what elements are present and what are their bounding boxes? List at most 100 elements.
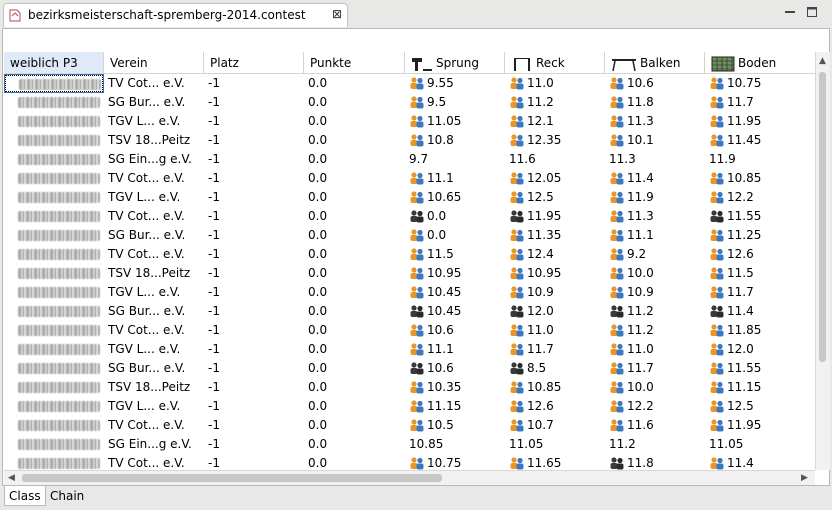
table-row[interactable]: TGV L... e.V. -1 0.0 10.65 12.5 11.9 12.2 (4, 188, 816, 207)
punkte-cell[interactable]: 0.0 (304, 302, 405, 321)
athlete-name-cell[interactable] (4, 397, 104, 416)
balken-cell[interactable]: 10.9 (605, 283, 705, 302)
reck-cell[interactable]: 10.85 (505, 378, 605, 397)
table-row[interactable]: SG Ein...g e.V. -1 0.0 10.85 11.05 11.2 11.05 (4, 435, 816, 454)
punkte-cell[interactable]: 0.0 (304, 74, 405, 93)
boden-cell[interactable]: 11.4 (705, 302, 816, 321)
table-row[interactable]: TGV L... e.V. -1 0.0 10.45 10.9 10.9 11.7 (4, 283, 816, 302)
punkte-cell[interactable]: 0.0 (304, 283, 405, 302)
table-row[interactable]: TV Cot... e.V. -1 0.0 11.5 12.4 9.2 12.6 (4, 245, 816, 264)
athlete-name-cell[interactable] (4, 74, 104, 93)
table-row[interactable]: TGV L... e.V. -1 0.0 11.15 12.6 12.2 12.5 (4, 397, 816, 416)
reck-cell[interactable]: 11.2 (505, 93, 605, 112)
table-row[interactable]: TV Cot... e.V. -1 0.0 0.0 11.95 11.3 11.55 (4, 207, 816, 226)
column-header-reck[interactable]: Reck (505, 52, 605, 74)
reck-cell[interactable]: 8.5 (505, 359, 605, 378)
boden-cell[interactable]: 11.7 (705, 93, 816, 112)
reck-cell[interactable]: 11.0 (505, 321, 605, 340)
punkte-cell[interactable]: 0.0 (304, 131, 405, 150)
athlete-name-cell[interactable] (4, 321, 104, 340)
verein-cell[interactable]: TV Cot... e.V. (104, 245, 204, 264)
verein-cell[interactable]: TGV L... e.V. (104, 188, 204, 207)
sprung-cell[interactable]: 0.0 (405, 226, 505, 245)
scroll-up-icon[interactable]: ▲ (819, 56, 826, 66)
reck-cell[interactable]: 11.6 (505, 150, 605, 169)
table-row[interactable]: SG Bur... e.V. -1 0.0 10.45 12.0 11.2 11.4 (4, 302, 816, 321)
balken-cell[interactable]: 10.0 (605, 264, 705, 283)
sprung-cell[interactable]: 10.45 (405, 302, 505, 321)
athlete-name-cell[interactable] (4, 150, 104, 169)
sprung-cell[interactable]: 10.85 (405, 435, 505, 454)
reck-cell[interactable]: 11.0 (505, 74, 605, 93)
boden-cell[interactable]: 12.5 (705, 397, 816, 416)
balken-cell[interactable]: 11.8 (605, 93, 705, 112)
sprung-cell[interactable]: 11.05 (405, 112, 505, 131)
table-row[interactable]: TGV L... e.V. -1 0.0 11.05 12.1 11.3 11.95 (4, 112, 816, 131)
punkte-cell[interactable]: 0.0 (304, 207, 405, 226)
balken-cell[interactable]: 11.3 (605, 207, 705, 226)
sprung-cell[interactable]: 10.5 (405, 416, 505, 435)
athlete-name-cell[interactable] (4, 416, 104, 435)
athlete-name-cell[interactable] (4, 435, 104, 454)
platz-cell[interactable]: -1 (204, 74, 304, 93)
balken-cell[interactable]: 11.6 (605, 416, 705, 435)
sprung-cell[interactable]: 10.6 (405, 359, 505, 378)
punkte-cell[interactable]: 0.0 (304, 416, 405, 435)
scroll-right-icon[interactable]: ▶ (801, 473, 808, 483)
boden-cell[interactable]: 11.4 (705, 454, 816, 470)
verein-cell[interactable]: TV Cot... e.V. (104, 321, 204, 340)
punkte-cell[interactable]: 0.0 (304, 245, 405, 264)
boden-cell[interactable]: 11.55 (705, 207, 816, 226)
boden-cell[interactable]: 12.6 (705, 245, 816, 264)
scroll-left-icon[interactable]: ◀ (8, 473, 15, 483)
punkte-cell[interactable]: 0.0 (304, 188, 405, 207)
athlete-name-cell[interactable] (4, 378, 104, 397)
table-row[interactable]: TSV 18...Peitz -1 0.0 10.35 10.85 10.0 11.15 (4, 378, 816, 397)
athlete-name-cell[interactable] (4, 359, 104, 378)
sprung-cell[interactable]: 11.1 (405, 340, 505, 359)
athlete-name-cell[interactable] (4, 188, 104, 207)
balken-cell[interactable]: 11.3 (605, 150, 705, 169)
table-row[interactable]: SG Bur... e.V. -1 0.0 0.0 11.35 11.1 11.25 (4, 226, 816, 245)
table-row[interactable]: TGV L... e.V. -1 0.0 11.1 11.7 11.0 12.0 (4, 340, 816, 359)
sprung-cell[interactable]: 11.1 (405, 169, 505, 188)
punkte-cell[interactable]: 0.0 (304, 435, 405, 454)
punkte-cell[interactable]: 0.0 (304, 150, 405, 169)
athlete-name-cell[interactable] (4, 93, 104, 112)
balken-cell[interactable]: 11.4 (605, 169, 705, 188)
boden-cell[interactable]: 11.9 (705, 150, 816, 169)
athlete-name-cell[interactable] (4, 245, 104, 264)
balken-cell[interactable]: 11.0 (605, 340, 705, 359)
boden-cell[interactable]: 11.85 (705, 321, 816, 340)
punkte-cell[interactable]: 0.0 (304, 378, 405, 397)
platz-cell[interactable]: -1 (204, 302, 304, 321)
table-row[interactable]: TV Cot... e.V. -1 0.0 10.75 11.65 11.8 11.4 (4, 454, 816, 470)
athlete-name-cell[interactable] (4, 207, 104, 226)
athlete-name-cell[interactable] (4, 302, 104, 321)
punkte-cell[interactable]: 0.0 (304, 359, 405, 378)
reck-cell[interactable]: 12.5 (505, 188, 605, 207)
balken-cell[interactable]: 11.2 (605, 435, 705, 454)
platz-cell[interactable]: -1 (204, 397, 304, 416)
punkte-cell[interactable]: 0.0 (304, 454, 405, 470)
sprung-cell[interactable]: 10.65 (405, 188, 505, 207)
boden-cell[interactable]: 11.7 (705, 283, 816, 302)
column-header-verein[interactable]: Verein (104, 52, 204, 74)
reck-cell[interactable]: 11.05 (505, 435, 605, 454)
platz-cell[interactable]: -1 (204, 226, 304, 245)
table-row[interactable]: TSV 18...Peitz -1 0.0 10.95 10.95 10.0 11.5 (4, 264, 816, 283)
balken-cell[interactable]: 10.1 (605, 131, 705, 150)
reck-cell[interactable]: 10.9 (505, 283, 605, 302)
punkte-cell[interactable]: 0.0 (304, 169, 405, 188)
verein-cell[interactable]: SG Bur... e.V. (104, 359, 204, 378)
reck-cell[interactable]: 10.95 (505, 264, 605, 283)
table-row[interactable]: TV Cot... e.V. -1 0.0 11.1 12.05 11.4 10.85 (4, 169, 816, 188)
sprung-cell[interactable]: 10.45 (405, 283, 505, 302)
platz-cell[interactable]: -1 (204, 359, 304, 378)
boden-cell[interactable]: 11.95 (705, 416, 816, 435)
platz-cell[interactable]: -1 (204, 245, 304, 264)
sprung-cell[interactable]: 11.5 (405, 245, 505, 264)
verein-cell[interactable]: TSV 18...Peitz (104, 378, 204, 397)
boden-cell[interactable]: 11.95 (705, 112, 816, 131)
sprung-cell[interactable]: 10.35 (405, 378, 505, 397)
